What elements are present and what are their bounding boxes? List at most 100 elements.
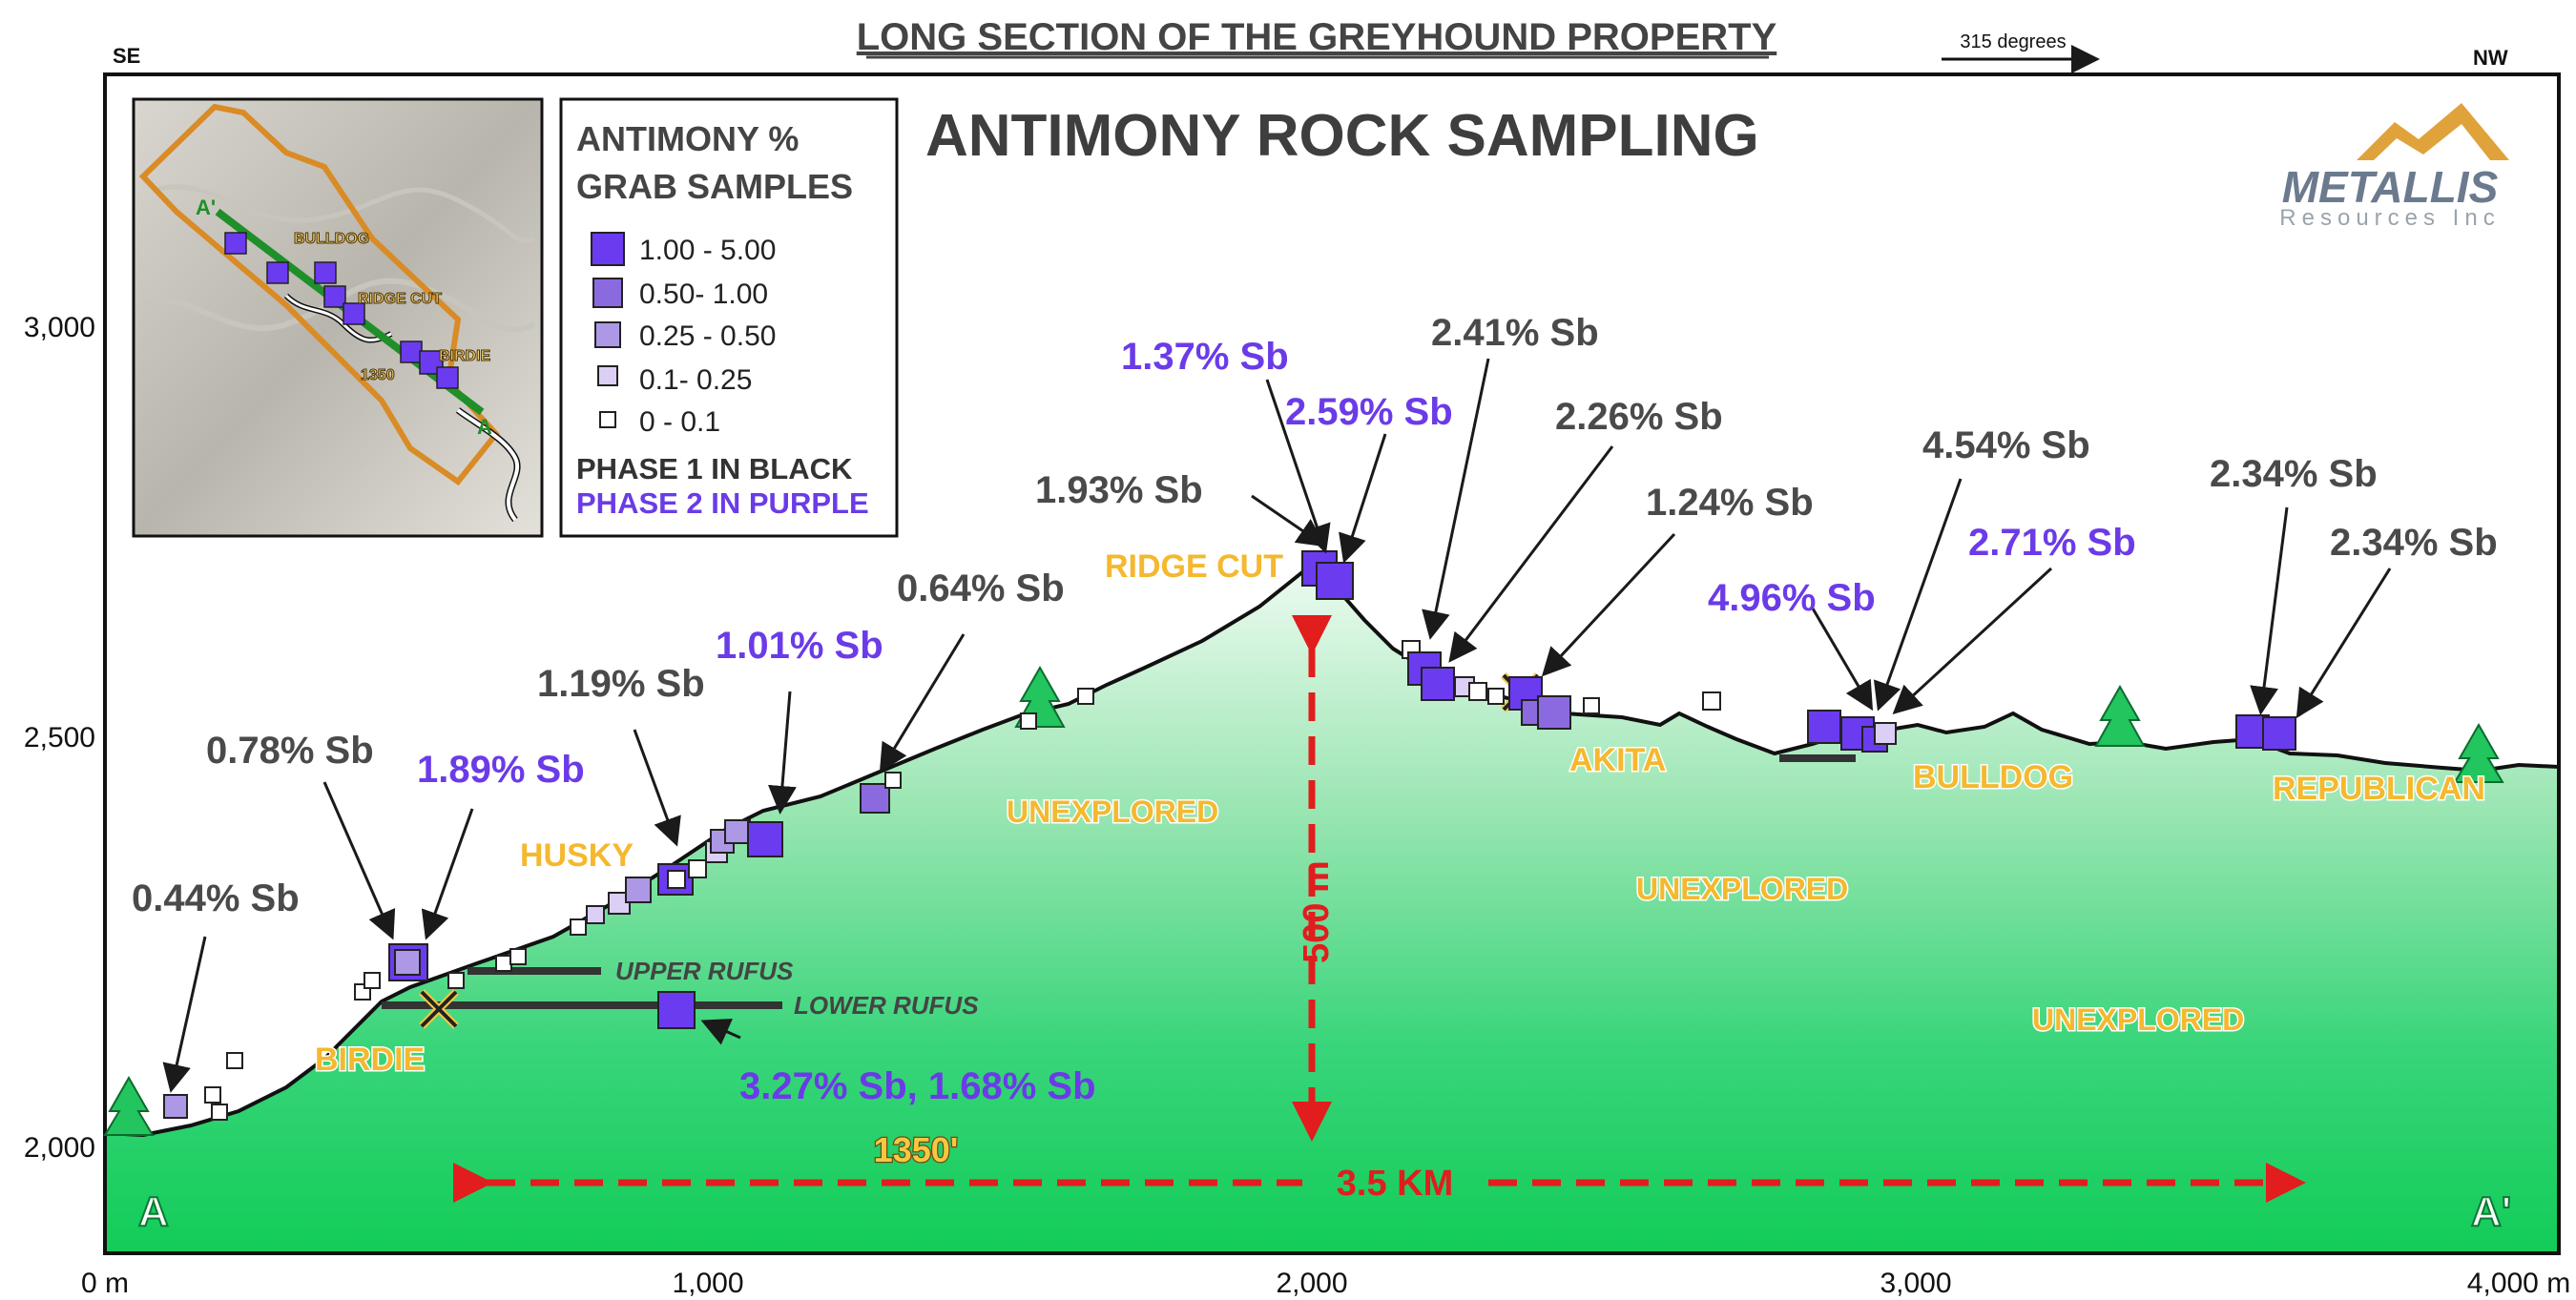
tree-icon: [103, 665, 2504, 1136]
prospect-akita: AKITA: [1569, 742, 1666, 778]
prospect-bulldog: BULLDOG: [1913, 759, 2073, 795]
sample-square: [447, 972, 465, 989]
sample-square: [1583, 697, 1600, 714]
legend-phase2: PHASE 2 IN PURPLE: [576, 486, 869, 520]
sample-square: [724, 819, 751, 844]
callout-label: 0.78% Sb: [206, 730, 374, 772]
sample-square: [226, 1052, 243, 1069]
callout-label: 2.71% Sb: [1968, 522, 2136, 564]
sample-square: [163, 1094, 188, 1119]
sample-square: [394, 949, 421, 976]
inset-label-bulldog: BULLDOG: [294, 231, 369, 247]
callout-label: 1.19% Sb: [537, 663, 705, 705]
unexplored-zone-2: UNEXPLORED: [1636, 872, 1848, 906]
y-tick-2000: 2,000: [24, 1132, 95, 1164]
x-tick-1000: 1,000: [672, 1268, 743, 1299]
sample-square: [364, 972, 381, 989]
y-tick-2500: 2,500: [24, 722, 95, 753]
legend-phase1: PHASE 1 IN BLACK: [576, 452, 853, 485]
legend-item-label: 0.1- 0.25: [639, 364, 752, 396]
x-tick-4000: 4,000 m: [2467, 1268, 2570, 1299]
sample-square: [2262, 716, 2296, 751]
logo-name: METALLIS: [2282, 162, 2499, 212]
callout-label: 1.89% Sb: [417, 749, 585, 791]
section-title: LONG SECTION OF THE GREYHOUND PROPERTY: [857, 16, 1777, 58]
y-tick-3000: 3,000: [24, 312, 95, 343]
sample-square: [1807, 710, 1841, 744]
legend-title-line1: ANTIMONY %: [576, 119, 799, 158]
x-tick-0: 0 m: [81, 1268, 129, 1299]
inset-map: A' BULLDOG RIDGE CUT BIRDIE 1350 A: [132, 97, 544, 538]
sample-square: [495, 955, 512, 972]
inset-label-a-prime: A': [196, 196, 216, 219]
inset-label-ridge-cut: RIDGE CUT: [358, 291, 442, 307]
sample-square: [211, 1104, 228, 1121]
callout-label: 2.34% Sb: [2330, 522, 2498, 564]
sample-square: [667, 870, 686, 889]
callout-arrows: [162, 358, 2392, 1093]
sample-square: [1874, 722, 1897, 745]
legend-swatch: [591, 232, 625, 266]
vertical-scale-label: 500 m: [1297, 860, 1337, 963]
sample-square: [747, 821, 783, 857]
callout-label: 1.37% Sb: [1121, 336, 1289, 378]
logo-tagline: Resources Inc: [2279, 205, 2500, 231]
upper-rufus-label: UPPER RUFUS: [615, 957, 794, 985]
callout-label: 2.41% Sb: [1431, 312, 1599, 354]
callout-label: 3.27% Sb, 1.68% Sb: [739, 1065, 1096, 1107]
sample-square: [657, 991, 696, 1029]
sample-square: [884, 772, 902, 789]
sample-squares: [163, 550, 2296, 1121]
callout-label: 1.01% Sb: [716, 625, 883, 667]
callout-label: 2.26% Sb: [1555, 396, 1723, 438]
mountain-logo-icon: [2357, 103, 2509, 160]
legend: ANTIMONY % GRAB SAMPLES 1.00 - 5.00 0.50…: [559, 97, 899, 538]
section-start-a: A: [138, 1188, 169, 1235]
legend-swatch: [597, 365, 618, 386]
inset-label-birdie: BIRDIE: [439, 348, 491, 364]
callout-label: 4.54% Sb: [1922, 424, 2090, 466]
sample-square: [1316, 562, 1354, 600]
legend-swatch: [594, 321, 621, 348]
legend-item-label: 0.25 - 0.50: [639, 320, 776, 352]
sample-square: [204, 1086, 221, 1104]
sample-square: [509, 948, 527, 965]
lower-rufus-label: LOWER RUFUS: [794, 991, 979, 1020]
unexplored-zone-3: UNEXPLORED: [2032, 1002, 2244, 1037]
sample-square: [1702, 691, 1721, 711]
prospect-ridge-cut: RIDGE CUT: [1105, 548, 1283, 585]
sample-square: [1468, 682, 1487, 701]
x-tick-3000: 3,000: [1880, 1268, 1951, 1299]
callout-label: 0.44% Sb: [132, 877, 300, 919]
legend-title-line2: GRAB SAMPLES: [576, 167, 853, 206]
sample-square: [1077, 688, 1094, 705]
prospect-husky: HUSKY: [520, 837, 634, 874]
prospect-republican: REPUBLICAN: [2273, 771, 2485, 807]
sample-square: [1421, 667, 1455, 701]
callout-label: 2.34% Sb: [2210, 453, 2378, 495]
inset-label-1350: 1350: [361, 367, 395, 383]
prospect-birdie: BIRDIE: [315, 1042, 425, 1078]
callout-label: 4.96% Sb: [1708, 577, 1876, 619]
horizontal-scale-label: 3.5 KM: [1337, 1164, 1453, 1204]
callout-label: 0.64% Sb: [897, 567, 1065, 609]
chart-subtitle: ANTIMONY ROCK SAMPLING: [925, 103, 1759, 169]
sample-square: [1537, 695, 1571, 730]
callout-label: 2.59% Sb: [1285, 391, 1453, 433]
level-1350-label: 1350': [874, 1130, 959, 1169]
unexplored-zone-1: UNEXPLORED: [1007, 794, 1218, 829]
callout-label: 1.24% Sb: [1646, 482, 1814, 524]
sample-square: [1020, 712, 1037, 730]
direction-se: SE: [113, 44, 140, 68]
legend-item-label: 0.50- 1.00: [639, 279, 768, 310]
claim-boundary: [138, 103, 500, 486]
section-end-a-prime: A': [2471, 1188, 2511, 1235]
bearing-label: 315 degrees: [1960, 31, 2066, 52]
sample-square: [586, 905, 605, 924]
legend-item-label: 0 - 0.1: [639, 406, 720, 438]
sample-square: [688, 859, 707, 878]
legend-swatch: [592, 278, 623, 308]
inset-label-a: A: [477, 415, 492, 439]
sample-square: [625, 877, 652, 903]
